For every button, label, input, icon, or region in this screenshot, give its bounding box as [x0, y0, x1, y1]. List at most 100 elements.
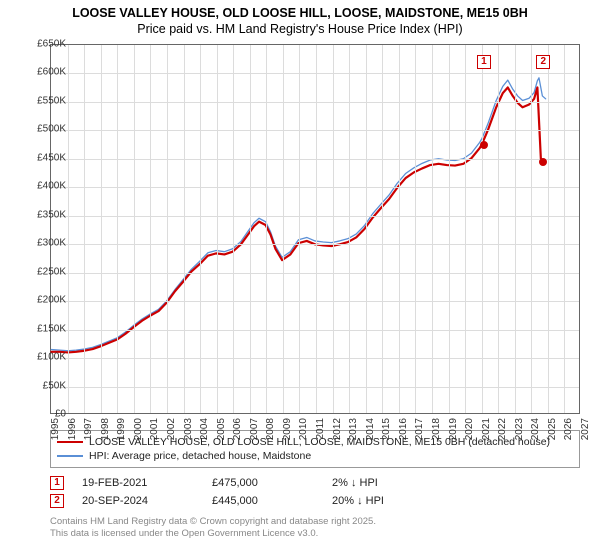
y-axis-label: £300K	[37, 238, 66, 249]
sale-price: £445,000	[212, 495, 332, 507]
x-axis-label: 2014	[365, 418, 376, 458]
gridline-v	[399, 45, 400, 413]
gridline-v	[316, 45, 317, 413]
gridline-v	[217, 45, 218, 413]
series-price_paid	[51, 87, 541, 352]
y-axis-label: £550K	[37, 95, 66, 106]
gridline-v	[200, 45, 201, 413]
sale-point	[539, 158, 547, 166]
x-axis-label: 2008	[265, 418, 276, 458]
gridline-v	[465, 45, 466, 413]
x-axis-label: 2003	[183, 418, 194, 458]
gridline-v	[548, 45, 549, 413]
titles: LOOSE VALLEY HOUSE, OLD LOOSE HILL, LOOS…	[0, 0, 600, 36]
sale-row-marker: 2	[50, 494, 64, 508]
x-axis-label: 1999	[116, 418, 127, 458]
footer-line-2: This data is licensed under the Open Gov…	[50, 528, 580, 540]
sale-diff: 2% ↓ HPI	[332, 477, 462, 489]
gridline-v	[449, 45, 450, 413]
footer: Contains HM Land Registry data © Crown c…	[50, 516, 580, 540]
gridline-v	[117, 45, 118, 413]
x-axis-label: 2009	[282, 418, 293, 458]
y-axis-label: £100K	[37, 352, 66, 363]
y-axis-label: £650K	[37, 39, 66, 50]
sale-price: £475,000	[212, 477, 332, 489]
x-axis-label: 2027	[580, 418, 591, 458]
x-axis-label: 2006	[232, 418, 243, 458]
sale-row: 1 19-FEB-2021£475,0002% ↓ HPI	[50, 474, 580, 492]
gridline-h	[51, 358, 579, 359]
gridline-h	[51, 102, 579, 103]
x-axis-label: 2011	[315, 418, 326, 458]
sale-row-marker: 1	[50, 476, 64, 490]
gridline-v	[167, 45, 168, 413]
x-axis-label: 2025	[547, 418, 558, 458]
sale-marker: 2	[536, 55, 550, 69]
x-axis-label: 2024	[530, 418, 541, 458]
sale-date: 20-SEP-2024	[82, 495, 212, 507]
x-axis-label: 2005	[216, 418, 227, 458]
y-axis-label: £50K	[43, 380, 66, 391]
gridline-v	[531, 45, 532, 413]
x-axis-label: 2019	[448, 418, 459, 458]
gridline-v	[498, 45, 499, 413]
chart-container: LOOSE VALLEY HOUSE, OLD LOOSE HILL, LOOS…	[0, 0, 600, 560]
gridline-v	[233, 45, 234, 413]
y-axis-label: £150K	[37, 323, 66, 334]
y-axis-label: £500K	[37, 124, 66, 135]
gridline-v	[515, 45, 516, 413]
sale-point	[480, 141, 488, 149]
gridline-v	[68, 45, 69, 413]
x-axis-label: 2021	[481, 418, 492, 458]
gridline-h	[51, 130, 579, 131]
gridline-v	[366, 45, 367, 413]
gridline-h	[51, 244, 579, 245]
gridline-v	[101, 45, 102, 413]
x-axis-label: 2026	[563, 418, 574, 458]
footer-line-1: Contains HM Land Registry data © Crown c…	[50, 516, 580, 528]
gridline-v	[349, 45, 350, 413]
gridline-v	[564, 45, 565, 413]
x-axis-label: 2007	[249, 418, 260, 458]
gridline-h	[51, 387, 579, 388]
gridline-v	[283, 45, 284, 413]
x-axis-label: 2022	[497, 418, 508, 458]
sale-marker: 1	[477, 55, 491, 69]
sale-date: 19-FEB-2021	[82, 477, 212, 489]
gridline-h	[51, 159, 579, 160]
y-axis-label: £400K	[37, 181, 66, 192]
x-axis-label: 2001	[149, 418, 160, 458]
x-axis-label: 2004	[199, 418, 210, 458]
gridline-h	[51, 73, 579, 74]
y-axis-label: £250K	[37, 266, 66, 277]
gridline-v	[482, 45, 483, 413]
gridline-v	[184, 45, 185, 413]
x-axis-label: 2018	[431, 418, 442, 458]
y-axis-label: £200K	[37, 295, 66, 306]
x-axis-label: 2016	[398, 418, 409, 458]
gridline-v	[134, 45, 135, 413]
y-axis-label: £600K	[37, 67, 66, 78]
gridline-v	[432, 45, 433, 413]
gridline-v	[250, 45, 251, 413]
x-axis-label: 2015	[381, 418, 392, 458]
gridline-h	[51, 216, 579, 217]
x-axis-label: 1997	[83, 418, 94, 458]
plot-area: 12	[50, 44, 580, 414]
x-axis-label: 1998	[100, 418, 111, 458]
x-axis-label: 2002	[166, 418, 177, 458]
x-axis-label: 1996	[67, 418, 78, 458]
gridline-v	[266, 45, 267, 413]
sales-table: 1 19-FEB-2021£475,0002% ↓ HPI 2 20-SEP-2024…	[50, 474, 580, 510]
gridline-h	[51, 187, 579, 188]
title-line-2: Price paid vs. HM Land Registry's House …	[0, 22, 600, 36]
x-axis-label: 2023	[514, 418, 525, 458]
x-axis-label: 2012	[332, 418, 343, 458]
gridline-v	[299, 45, 300, 413]
x-axis-label: 2000	[133, 418, 144, 458]
gridline-v	[84, 45, 85, 413]
sale-row: 2 20-SEP-2024£445,00020% ↓ HPI	[50, 492, 580, 510]
sale-diff: 20% ↓ HPI	[332, 495, 462, 507]
gridline-h	[51, 273, 579, 274]
gridline-v	[333, 45, 334, 413]
